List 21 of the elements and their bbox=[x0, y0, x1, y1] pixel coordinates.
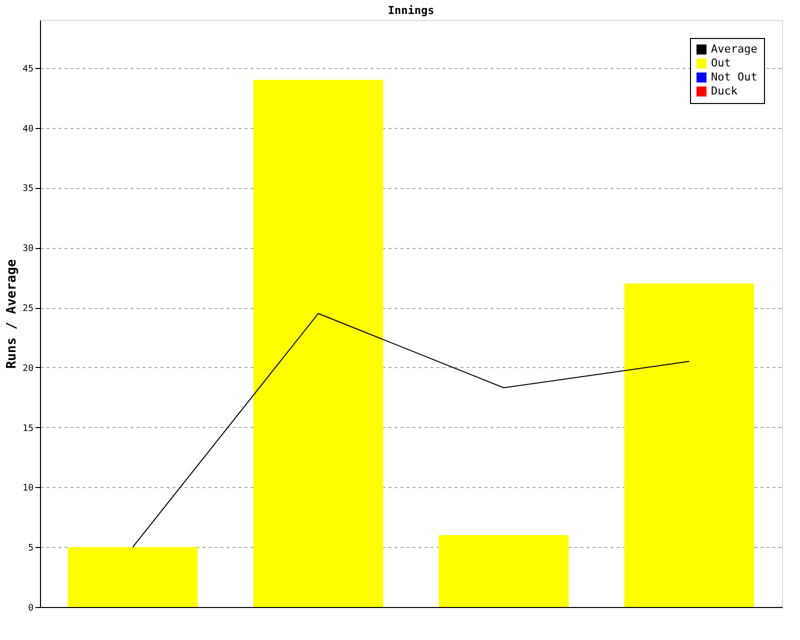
y-tick-label: 40 bbox=[22, 124, 34, 134]
line-series bbox=[132, 313, 690, 548]
bar bbox=[438, 535, 569, 607]
legend-label: Not Out bbox=[711, 70, 758, 84]
y-tick-label: 45 bbox=[22, 64, 34, 74]
y-tick-label: 30 bbox=[22, 244, 34, 254]
legend-label: Duck bbox=[711, 84, 738, 98]
y-tick-label: 0 bbox=[28, 604, 34, 614]
legend-label: Average bbox=[711, 42, 758, 56]
y-tick-label: 5 bbox=[28, 544, 34, 554]
bar bbox=[253, 80, 384, 607]
y-tick-label: 20 bbox=[22, 364, 34, 374]
y-tick-label: 25 bbox=[22, 304, 34, 314]
chart-title: Innings bbox=[388, 4, 434, 17]
bar bbox=[624, 284, 754, 607]
y-tick-label: 35 bbox=[22, 184, 34, 194]
y-tick-label: 15 bbox=[22, 424, 34, 434]
y-tick-label: 10 bbox=[22, 484, 34, 494]
bar bbox=[68, 547, 198, 607]
y-axis-title: Runs / Average bbox=[4, 259, 20, 369]
legend-label: Out bbox=[711, 56, 731, 70]
